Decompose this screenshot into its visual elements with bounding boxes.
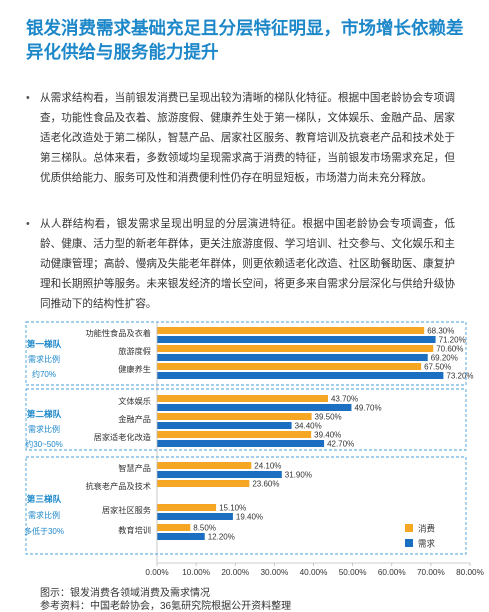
- tier-note: 多低于30%: [24, 526, 64, 536]
- demand-value-label: 69.20%: [431, 354, 458, 363]
- page-title: 银发消费需求基础充足且分层特征明显，市场增长依赖差异化供给与服务能力提升: [26, 18, 464, 62]
- demand-bar: [157, 422, 292, 429]
- category-label: 居家社区服务: [102, 505, 151, 515]
- paragraph-text: 从需求结构看，当前银发消费已呈现出较为清晰的梯队化特征。根据中国老龄协会专项调查…: [40, 92, 455, 184]
- consumption-value-label: 43.70%: [331, 395, 358, 404]
- tier-name: 第三梯队: [27, 493, 62, 504]
- demand-bar: [157, 533, 205, 540]
- tier-group-box: [25, 456, 467, 555]
- consumption-value-label: 8.50%: [193, 524, 216, 533]
- legend-label-demand: 需求: [418, 539, 436, 549]
- category-label: 教育培训: [118, 525, 151, 535]
- consumption-bar: [157, 363, 422, 370]
- demand-value-label: 31.90%: [285, 471, 312, 480]
- consumption-bar: [157, 462, 252, 469]
- tier-name: 第一梯队: [27, 338, 62, 349]
- x-tick-label: 0.00%: [145, 568, 168, 577]
- bullet-icon: •: [26, 218, 30, 230]
- demand-bar: [157, 404, 352, 411]
- source-note: 参考资料：中国老龄协会，36氪研究院根据公开资料整理: [40, 601, 292, 612]
- demand-value-label: 42.70%: [327, 440, 354, 449]
- category-label: 健康养生: [118, 364, 151, 374]
- demand-bar: [157, 440, 325, 447]
- consumption-value-label: 39.50%: [315, 413, 342, 422]
- consumption-value-label: 15.10%: [219, 504, 246, 513]
- consumption-bar: [157, 504, 217, 511]
- tier-name: 第二梯队: [27, 408, 62, 419]
- paragraph-demand-structure: • 从需求结构看，当前银发消费已呈现出较为清晰的梯队化特征。根据中国老龄协会专项…: [26, 88, 455, 188]
- demand-value-label: 71.20%: [439, 336, 466, 345]
- category-label: 居家适老化改造: [94, 432, 151, 442]
- tier-group-box: [25, 388, 467, 451]
- consumption-bar: [157, 431, 312, 438]
- tier-note: 约30~50%: [25, 439, 63, 449]
- x-tick-label: 50.00%: [339, 568, 367, 577]
- demand-bar: [157, 372, 444, 379]
- legend-swatch-demand: [405, 539, 413, 547]
- consumption-bar: [157, 413, 312, 420]
- category-label: 旅游度假: [118, 346, 151, 356]
- x-tick-label: 60.00%: [378, 568, 406, 577]
- x-tick-label: 30.00%: [260, 568, 288, 577]
- paragraph-text: 从人群结构看，银发需求呈现出明显的分层演进特征。根据中国老龄协会专项调查，低龄、…: [40, 218, 455, 310]
- x-tick-label: 40.00%: [300, 568, 328, 577]
- consumption-value-label: 68.30%: [427, 327, 454, 336]
- consumption-demand-bar-chart: 功能性食品及衣着 68.30%71.20% 旅游度假 70.60%69.20% 健康养生…: [24, 321, 484, 577]
- consumption-bar: [157, 327, 425, 334]
- demand-value-label: 34.40%: [295, 422, 322, 431]
- tier-note: 需求比例: [28, 424, 60, 434]
- demand-bar: [157, 513, 233, 520]
- category-label: 抗衰老产品及技术: [85, 481, 151, 491]
- category-label: 功能性食品及衣着: [85, 328, 151, 338]
- x-tick-label: 20.00%: [221, 568, 249, 577]
- demand-value-label: 73.20%: [446, 372, 473, 381]
- category-label: 文体娱乐: [118, 396, 151, 406]
- consumption-value-label: 70.60%: [436, 345, 463, 354]
- consumption-bar: [157, 395, 328, 402]
- demand-bar: [157, 354, 428, 361]
- tier-note: 需求比例: [28, 354, 60, 364]
- paragraph-population-structure: • 从人群结构看，银发需求呈现出明显的分层演进特征。根据中国老龄协会专项调查，低…: [26, 214, 455, 314]
- demand-bar: [157, 336, 436, 343]
- x-tick-label: 80.00%: [456, 568, 484, 577]
- category-label: 智慧产品: [118, 463, 151, 473]
- consumption-bar: [157, 480, 250, 487]
- demand-value-label: 12.20%: [208, 533, 235, 542]
- bullet-icon: •: [26, 92, 30, 104]
- demand-value-label: 19.40%: [236, 513, 263, 522]
- consumption-bar: [157, 345, 434, 352]
- demand-bar: [157, 471, 282, 478]
- consumption-bar: [157, 524, 191, 531]
- tier-group-box: [25, 321, 467, 386]
- x-tick-label: 10.00%: [182, 568, 210, 577]
- category-label: 金融产品: [118, 414, 151, 424]
- tier-note: 需求比例: [28, 510, 60, 520]
- figure-caption: 图示：银发消费各领域消费及需求情况: [40, 588, 210, 599]
- x-tick-label: 70.00%: [417, 568, 445, 577]
- consumption-value-label: 23.60%: [252, 480, 279, 489]
- legend-label-consumption: 消费: [418, 524, 436, 534]
- consumption-value-label: 39.40%: [314, 431, 341, 440]
- tier-note: 约70%: [32, 369, 56, 379]
- consumption-value-label: 67.50%: [424, 363, 451, 372]
- consumption-value-label: 24.10%: [254, 462, 281, 471]
- legend-swatch-consumption: [405, 524, 413, 532]
- demand-value-label: 49.70%: [354, 404, 381, 413]
